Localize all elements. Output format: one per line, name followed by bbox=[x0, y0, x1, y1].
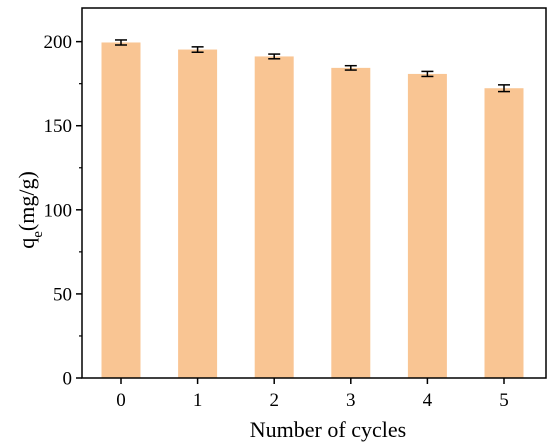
x-tick-label-3: 3 bbox=[346, 390, 356, 411]
x-axis-title: Number of cycles bbox=[250, 417, 406, 442]
error-bar-cycle-1 bbox=[191, 46, 204, 53]
bar-cycle-4 bbox=[407, 73, 447, 378]
bar-cycle-0 bbox=[101, 42, 141, 379]
x-tick-label-1: 1 bbox=[193, 390, 203, 411]
y-axis-title-suffix: (mg/g) bbox=[14, 171, 39, 231]
plot-frame bbox=[81, 7, 547, 379]
bar-cycle-2 bbox=[254, 56, 294, 378]
error-bar-cycle-3 bbox=[344, 64, 357, 71]
x-tick-label-2: 2 bbox=[269, 390, 279, 411]
error-bar-cycle-5 bbox=[498, 84, 510, 93]
y-axis-title: qe(mg/g) bbox=[14, 171, 46, 249]
y-tick-label-200: 200 bbox=[44, 32, 73, 53]
error-bar-cycle-4 bbox=[421, 70, 434, 78]
y-axis-title-main: q bbox=[14, 238, 39, 249]
x-tick-label-5: 5 bbox=[499, 390, 509, 411]
y-axis: 0 50 100 150 200 bbox=[44, 32, 82, 390]
y-tick-label-100: 100 bbox=[44, 200, 73, 221]
x-tick-label-4: 4 bbox=[423, 390, 433, 411]
y-tick-label-50: 50 bbox=[53, 284, 72, 305]
y-axis-title-subscript: e bbox=[30, 231, 46, 238]
y-tick-label-150: 150 bbox=[44, 116, 73, 137]
error-bar-cycle-0 bbox=[115, 39, 127, 46]
bar-cycle-5 bbox=[484, 88, 524, 379]
error-bars bbox=[115, 39, 510, 93]
error-bar-cycle-2 bbox=[268, 53, 281, 60]
bar-cycle-1 bbox=[178, 49, 218, 379]
x-tick-label-0: 0 bbox=[116, 390, 126, 411]
bars bbox=[101, 42, 524, 379]
x-axis: 0 1 2 3 4 5 bbox=[116, 378, 509, 411]
bar-cycle-3 bbox=[331, 67, 371, 378]
y-tick-label-0: 0 bbox=[63, 369, 73, 390]
